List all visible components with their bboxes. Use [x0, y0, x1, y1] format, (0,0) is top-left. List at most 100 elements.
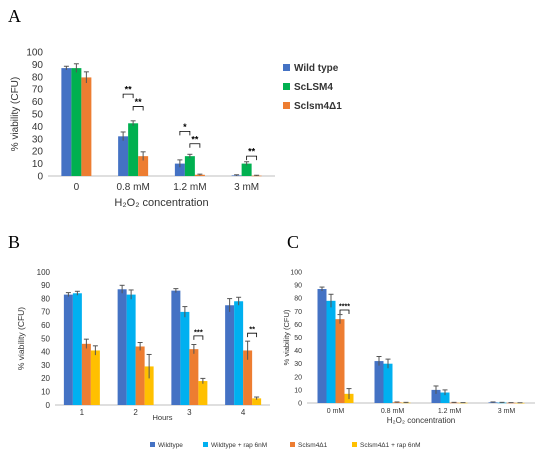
significance-bracket: [247, 332, 258, 338]
significance-label: ***: [194, 327, 203, 336]
bar-Wildtype + rap 6nM: [72, 293, 82, 405]
bar-Sclsm4Δ1 + rap 6nM: [401, 402, 411, 404]
bar-Wildtype + rap 6nM: [383, 363, 393, 403]
y-tick-label: 80: [41, 294, 50, 303]
legend-swatch: [150, 442, 155, 447]
y-tick-label: 30: [41, 361, 50, 370]
bar-Sclsm4Δ1 + rap 6nM: [144, 366, 154, 405]
bar-Sclsm4Δ1: [81, 77, 92, 176]
y-tick-label: 80: [32, 72, 44, 83]
legend-shared: Wildtype Wildtype + rap 6nM Sclsm4Δ1 Sclsm4…: [150, 442, 421, 449]
bar-Wildtype: [374, 361, 384, 403]
significance-bracket: [339, 309, 350, 314]
y-axis-title: % viability (CFU): [282, 309, 291, 365]
x-axis-title: Hours: [152, 413, 172, 422]
x-tick-label: 0 mM: [327, 408, 345, 415]
legend-swatch: [283, 102, 290, 109]
bar-Sclsm4Δ1: [335, 319, 345, 403]
legend-label: Wild type: [294, 63, 339, 74]
y-tick-label: 50: [294, 335, 302, 342]
panel-label-b: B: [8, 232, 20, 252]
y-tick-label: 30: [294, 361, 302, 368]
y-tick-label: 40: [294, 348, 302, 355]
bar-ScLSM4: [184, 156, 195, 176]
bar-ScLSM4: [241, 163, 252, 176]
bar-Wild type: [118, 136, 129, 176]
bar-ScLSM4: [128, 123, 139, 176]
x-tick-label: 0.8 mM: [116, 182, 149, 193]
bar-Wildtype: [117, 289, 127, 405]
x-tick-label: 1.2 mM: [438, 408, 462, 415]
significance-bracket: [193, 335, 204, 340]
y-tick-label: 20: [32, 147, 44, 158]
significance-bracket: [132, 106, 144, 111]
x-tick-label: 0.8 mM: [381, 408, 405, 415]
significance-label: **: [248, 147, 256, 157]
y-tick-label: 30: [32, 134, 44, 145]
y-tick-label: 0: [46, 401, 51, 410]
legend-label: Sclsm4Δ1: [298, 442, 328, 449]
y-tick-label: 20: [41, 374, 50, 383]
bar-Wild type: [61, 68, 72, 176]
bar-Wildtype + rap 6nM: [180, 311, 190, 405]
chart-c: 0 10 20 30 40 50 60 70 80 90 100 % viability (CFU) 0…: [282, 269, 535, 425]
y-tick-label: 10: [41, 388, 50, 397]
y-tick-label: 90: [32, 60, 44, 71]
significance-label: *: [183, 122, 187, 132]
bar-Wildtype + rap 6nM: [440, 392, 450, 403]
x-axis-title: H₂O₂ concentration: [114, 197, 208, 209]
y-tick-label: 50: [32, 110, 44, 121]
bar-ScLSM4: [71, 68, 82, 176]
y-tick-label: 0: [37, 172, 43, 183]
legend-label: Wildtype: [158, 442, 183, 449]
y-tick-label: 70: [41, 308, 50, 317]
y-tick-label: 90: [294, 283, 302, 290]
bar-Sclsm4Δ1 + rap 6nM: [90, 350, 100, 405]
bar-Wildtype: [225, 305, 235, 405]
y-tick-label: 40: [41, 348, 50, 357]
legend-label: ScLSM4: [294, 82, 333, 93]
significance-bracket: [179, 130, 191, 136]
bar-Wildtype: [431, 389, 441, 403]
panel-label-a: A: [8, 6, 21, 26]
bar-Sclsm4Δ1: [243, 350, 253, 405]
x-tick-label: 3 mM: [498, 408, 516, 415]
bar-Wildtype: [171, 290, 181, 405]
legend-swatch: [290, 442, 295, 447]
bar-Sclsm4Δ1: [81, 343, 91, 405]
y-tick-label: 70: [32, 85, 44, 96]
bar-Sclsm4Δ1 + rap 6nM: [252, 398, 262, 405]
bar-Sclsm4Δ1: [449, 402, 459, 404]
legend-swatch: [203, 442, 208, 447]
bar-Wildtype + rap 6nM: [497, 402, 507, 404]
x-tick-label: 1: [80, 408, 85, 417]
significance-bracket: [189, 143, 201, 148]
x-tick-label: 1.2 mM: [173, 182, 206, 193]
significance-label: **: [249, 325, 255, 334]
x-axis-title: H₂O₂ concentration: [387, 416, 455, 425]
y-tick-label: 100: [26, 48, 43, 59]
y-tick-label: 100: [290, 269, 302, 276]
legend-label: Sclsm4Δ1 + rap 6nM: [360, 442, 421, 449]
chart-b: 0 10 20 30 40 50 60 70 80 90 100 % viability (CFU) 1…: [16, 268, 270, 422]
legend-label: Sclsm4Δ1: [294, 101, 342, 112]
bar-Sclsm4Δ1: [189, 349, 199, 405]
significance-bracket: [246, 155, 258, 161]
y-tick-label: 40: [32, 122, 44, 133]
y-tick-label: 100: [37, 268, 51, 277]
legend-a: Wild type ScLSM4 Sclsm4Δ1: [283, 63, 342, 112]
bar-Wildtype + rap 6nM: [326, 300, 336, 403]
bar-Wildtype: [317, 289, 327, 403]
bar-Sclsm4Δ1: [138, 156, 149, 176]
legend-swatch: [352, 442, 357, 447]
y-tick-label: 60: [294, 322, 302, 329]
y-axis-title: % viability (CFU): [10, 77, 21, 151]
y-tick-label: 80: [294, 296, 302, 303]
bar-Wild type: [174, 163, 185, 176]
bar-Sclsm4Δ1: [135, 346, 145, 405]
significance-label: ****: [339, 303, 350, 310]
x-tick-label: 3: [187, 408, 192, 417]
legend-label: Wildtype + rap 6nM: [211, 442, 267, 449]
